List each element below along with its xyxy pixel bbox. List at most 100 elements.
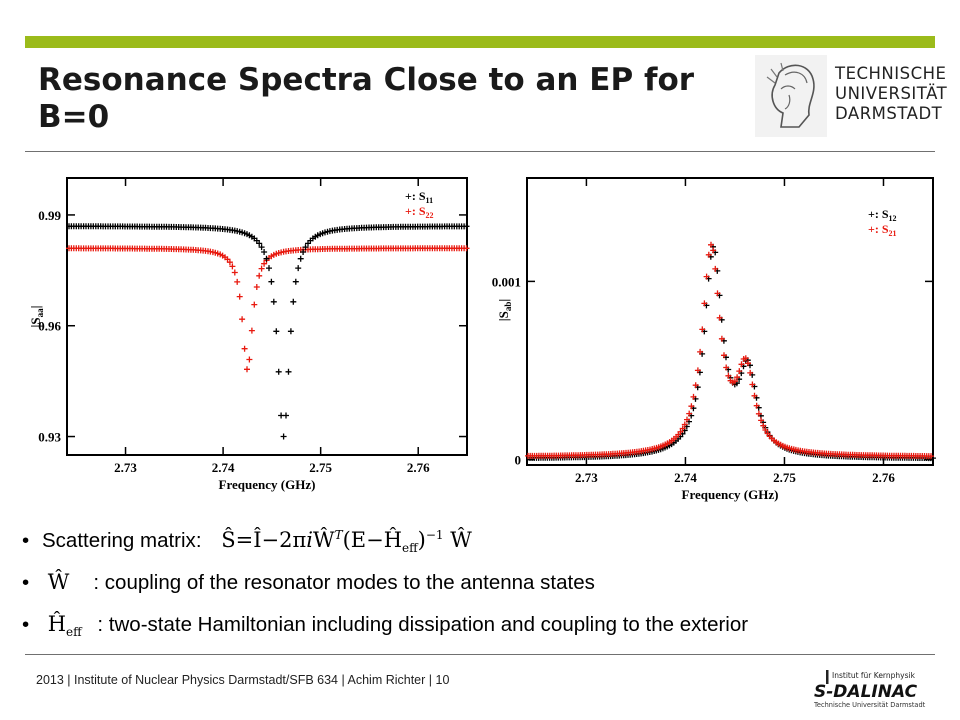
chart-s-ab-svg: 2.73 2.74 2.75 2.76 0 0.001 Frequency (GHz) |Sa… — [492, 177, 936, 502]
svg-text:Technische Universität Darmsta: Technische Universität Darmstadt — [813, 701, 926, 709]
sab-data-point — [712, 265, 719, 272]
saa-data-point — [239, 316, 246, 323]
sab-data-point — [697, 348, 704, 355]
sab-data-point — [749, 381, 756, 388]
saa-data-point — [229, 263, 236, 270]
saa-data-point — [266, 265, 272, 272]
saa-y-tick-label: 0.96 — [38, 319, 61, 334]
sab-data-point — [718, 335, 725, 342]
saa-data-point — [300, 249, 307, 255]
saa-data-point — [226, 259, 233, 266]
sab-data-point — [723, 364, 730, 371]
sab-data-point — [679, 425, 686, 432]
saa-data-point — [263, 255, 270, 262]
saa-y-tick-label: 0.99 — [38, 208, 61, 223]
saa-data-point — [285, 368, 292, 375]
saa-x-tick-label: 2.74 — [212, 460, 235, 475]
saa-data-point — [236, 293, 243, 300]
saa-data-point — [463, 223, 470, 230]
sab-data-point — [710, 247, 717, 254]
sab-y-tick-label: 0 — [515, 453, 522, 468]
scattering-matrix-formula: Ŝ=Î−2πiŴT(E−Ĥeff)−1 Ŵ — [221, 528, 472, 556]
sab-data-point — [745, 360, 751, 367]
sab-data-point — [686, 410, 693, 417]
bullet-scattering-matrix: • Scattering matrix: Ŝ=Î−2πiŴT(E−Ĥeff)−1 … — [22, 528, 472, 556]
sab-data-point — [738, 361, 745, 368]
sab-data-point — [721, 352, 727, 359]
saa-data-point — [292, 278, 299, 285]
sab-data-point — [734, 374, 741, 381]
sab-data-point — [928, 453, 934, 460]
saa-y-axis-label: |Saa| — [28, 306, 45, 328]
saa-x-tick-label: 2.76 — [407, 460, 430, 475]
sab-data-point — [753, 402, 760, 409]
sab-data-point — [747, 369, 754, 376]
footer-text: 2013 | Institute of Nuclear Physics Darm… — [36, 673, 450, 687]
sab-data-point — [758, 417, 765, 424]
saa-plot-frame — [66, 177, 468, 456]
tu-darmstadt-logo: TECHNISCHE UNIVERSITÄT DARMSTADT — [755, 55, 947, 137]
saa-data-point — [268, 278, 275, 285]
saa-data-point — [231, 269, 238, 276]
sab-y-axis-label: |Sab| — [496, 299, 513, 321]
sab-data-point — [701, 300, 708, 307]
svg-text:S-DALINAC: S-DALINAC — [814, 682, 918, 702]
saa-data-point — [280, 433, 287, 440]
footer-divider — [25, 654, 935, 655]
sab-data-point — [708, 241, 714, 248]
saa-data-point — [275, 368, 282, 375]
sab-data-point — [736, 368, 743, 375]
sab-data-point — [688, 403, 695, 410]
saa-data-point — [258, 265, 265, 272]
saa-data-point — [270, 298, 277, 305]
sab-x-tick-label: 2.76 — [872, 470, 895, 485]
athena-seal-icon — [755, 55, 827, 137]
saa-series-s22 — [66, 245, 470, 373]
saa-data-point — [290, 298, 297, 305]
sab-plot-frame — [526, 177, 934, 466]
saa-data-point — [295, 265, 302, 272]
saa-data-point — [302, 244, 309, 251]
header-accent-bar — [25, 36, 935, 48]
saa-data-point — [248, 327, 255, 334]
saa-series-s11 — [66, 223, 470, 440]
title-divider — [25, 151, 935, 152]
sab-data-point — [699, 326, 706, 333]
saa-data-point — [256, 272, 263, 279]
saa-data-point — [241, 345, 248, 352]
saa-data-point — [234, 278, 241, 285]
tu-darmstadt-wordmark: TECHNISCHE UNIVERSITÄT DARMSTADT — [835, 64, 948, 123]
chart-s-aa-svg: 2.73 2.74 2.75 2.76 0.93 0.96 0.99 Frequency (G… — [28, 177, 470, 492]
sab-data-point — [714, 290, 721, 297]
saa-data-point — [253, 284, 260, 290]
slide-title: Resonance Spectra Close to an EP for B=0 — [38, 62, 695, 135]
sab-data-point — [760, 422, 767, 429]
saa-data-point — [297, 255, 304, 262]
sab-x-tick-label: 2.73 — [575, 470, 598, 485]
saa-x-tick-label: 2.75 — [309, 460, 332, 475]
sab-data-point — [762, 427, 769, 433]
saa-data-point — [261, 260, 268, 267]
sab-data-point — [677, 428, 684, 435]
sab-data-point — [751, 392, 758, 399]
bullet-hamiltonian: • Ĥeff : two-state Hamiltonian including… — [22, 612, 749, 640]
svg-text:Institut für Kernphysik: Institut für Kernphysik — [832, 671, 916, 680]
sab-data-point — [690, 393, 697, 400]
w-hat-symbol: Ŵ — [47, 570, 70, 594]
sab-y-tick-label: 0.001 — [492, 274, 521, 289]
saa-data-point — [283, 412, 289, 419]
saa-data-point — [273, 328, 280, 335]
saa-data-point — [244, 366, 250, 373]
sab-data-point — [742, 355, 749, 362]
sab-data-point — [725, 372, 732, 379]
saa-x-tick-label: 2.73 — [114, 460, 137, 475]
sab-legend-entry: +: S21 — [868, 222, 897, 238]
saa-data-point — [261, 249, 268, 255]
chart-s-ab: 2.73 2.74 2.75 2.76 0 0.001 Frequency (GHz) |Sa… — [480, 160, 950, 502]
saa-data-point — [246, 356, 253, 363]
h-eff-symbol: Ĥeff — [47, 612, 82, 640]
sab-series-s21 — [525, 241, 934, 460]
saa-legend-entry: +: S11 — [405, 189, 433, 205]
saa-x-axis-label: Frequency (GHz) — [219, 477, 316, 492]
saa-data-point — [256, 240, 263, 247]
